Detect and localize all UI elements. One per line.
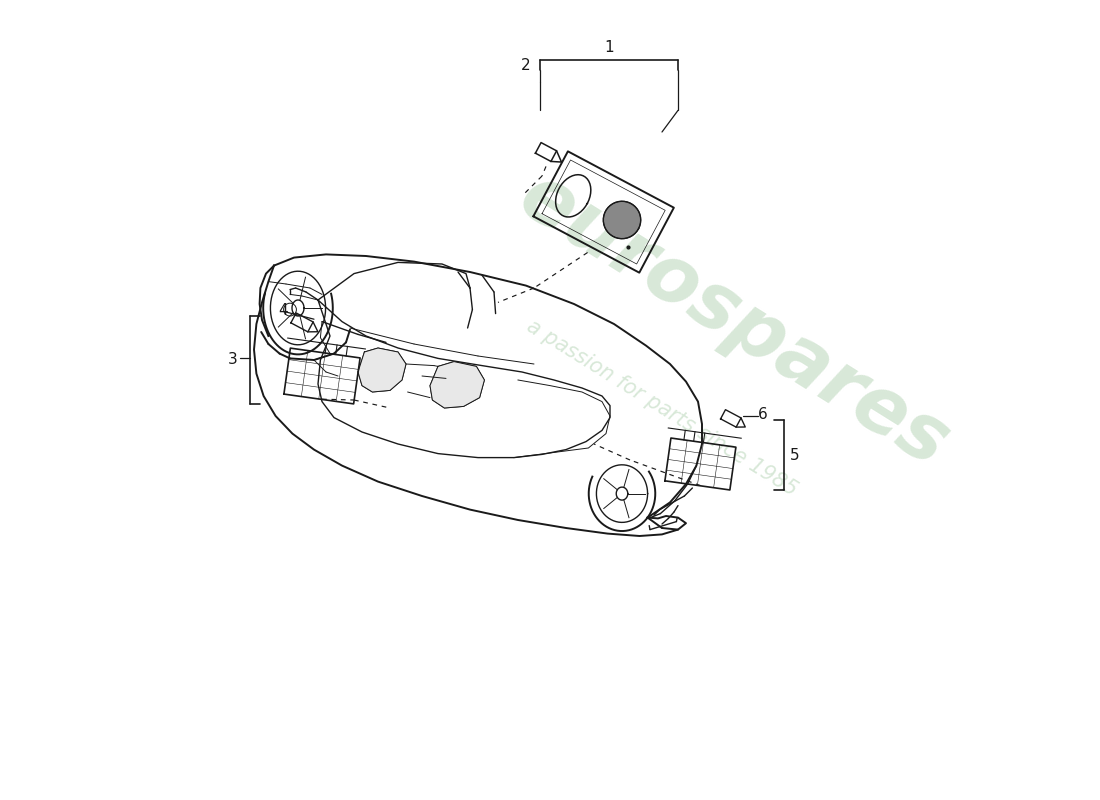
Text: 4: 4 <box>278 303 287 318</box>
Polygon shape <box>430 362 484 408</box>
Text: 3: 3 <box>229 353 238 367</box>
Text: 5: 5 <box>790 449 800 463</box>
Text: eurospares: eurospares <box>505 158 962 482</box>
Text: 1: 1 <box>604 41 614 55</box>
Text: a passion for parts since 1985: a passion for parts since 1985 <box>524 316 801 500</box>
Text: 2: 2 <box>520 58 530 73</box>
Text: 6: 6 <box>758 407 768 422</box>
Polygon shape <box>603 202 640 238</box>
Polygon shape <box>358 348 406 392</box>
